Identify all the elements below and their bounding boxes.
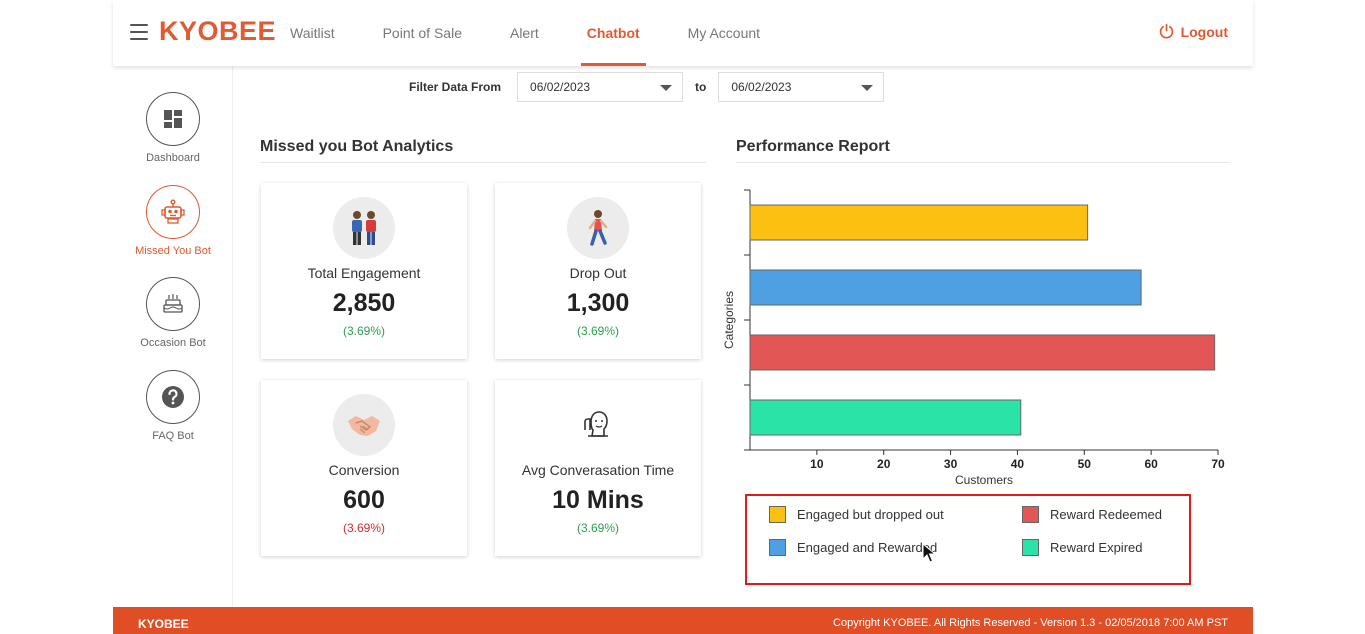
legend-label: Engaged but dropped out bbox=[797, 507, 944, 522]
nav-waitlist[interactable]: Waitlist bbox=[290, 25, 335, 41]
footer-copyright: Copyright KYOBEE. All Rights Reserved - … bbox=[833, 617, 1228, 629]
nav-chatbot[interactable]: Chatbot bbox=[580, 0, 646, 66]
hamburger-menu-icon[interactable] bbox=[130, 24, 148, 40]
dashboard-icon bbox=[146, 92, 200, 146]
card-percentage: (3.69%) bbox=[576, 324, 620, 338]
card-value: 10 Mins bbox=[552, 486, 644, 514]
sidebar-item-label: Missed You Bot bbox=[135, 245, 211, 257]
x-tick-label: 10 bbox=[810, 457, 824, 471]
bar-reward-redeemed bbox=[749, 334, 1216, 371]
sidebar-item-faq-bot[interactable]: FAQ Bot bbox=[113, 370, 233, 442]
card-avg-conversation-time: Avg Converasation Time 10 Mins (3.69%) bbox=[495, 380, 701, 556]
question-icon bbox=[146, 370, 200, 424]
x-tick-label: 20 bbox=[877, 457, 891, 471]
legend-label: Reward Expired bbox=[1050, 540, 1143, 555]
legend-item: Engaged and Rewarded bbox=[769, 539, 937, 556]
from-date-value: 06/02/2023 bbox=[530, 80, 591, 94]
sidebar-item-label: FAQ Bot bbox=[152, 430, 194, 442]
card-percentage: (3.69%) bbox=[342, 324, 386, 338]
bar-engaged-and-rewarded bbox=[749, 269, 1142, 306]
main-nav: Waitlist Point of Sale Alert Chatbot My … bbox=[290, 0, 808, 66]
top-header: KYOBEE Waitlist Point of Sale Alert Chat… bbox=[113, 0, 1253, 66]
chart-legend: Engaged but dropped out Reward Redeemed … bbox=[745, 494, 1191, 585]
x-tick-label: 70 bbox=[1211, 457, 1225, 471]
caret-down-icon bbox=[861, 85, 874, 91]
sidebar-item-label: Occasion Bot bbox=[140, 337, 206, 349]
robot-icon bbox=[146, 185, 200, 239]
nav-my-account[interactable]: My Account bbox=[687, 25, 761, 41]
footer: KYOBEE Copyright KYOBEE. All Rights Rese… bbox=[113, 607, 1253, 634]
card-drop-out: Drop Out 1,300 (3.69%) bbox=[495, 183, 701, 359]
x-axis-label: Customers bbox=[955, 473, 1013, 487]
kyobee-logo[interactable]: KYOBEE bbox=[159, 16, 277, 46]
legend-swatch bbox=[769, 506, 786, 523]
from-date-select[interactable]: 06/02/2023 bbox=[517, 72, 684, 102]
bar-reward-expired bbox=[749, 399, 1022, 436]
sidebar-item-missed-you-bot[interactable]: Missed You Bot bbox=[113, 185, 233, 257]
sidebar-item-dashboard[interactable]: Dashboard bbox=[113, 92, 233, 164]
cake-icon bbox=[146, 277, 200, 331]
legend-swatch bbox=[1022, 539, 1039, 556]
to-date-select[interactable]: 06/02/2023 bbox=[718, 72, 885, 102]
legend-swatch bbox=[769, 539, 786, 556]
app-frame: KYOBEE Waitlist Point of Sale Alert Chat… bbox=[113, 0, 1253, 634]
legend-label: Engaged and Rewarded bbox=[797, 540, 938, 555]
card-title: Drop Out bbox=[569, 265, 627, 281]
people-icon bbox=[333, 197, 395, 259]
to-date-value: 06/02/2023 bbox=[731, 80, 792, 94]
card-title: Avg Converasation Time bbox=[521, 462, 675, 478]
bar-engaged-but-dropped-out bbox=[749, 204, 1089, 241]
legend-item: Reward Redeemed bbox=[1022, 506, 1162, 523]
y-axis-label: Categories bbox=[722, 291, 736, 349]
card-title: Conversion bbox=[328, 462, 400, 478]
walking-person-icon bbox=[567, 197, 629, 259]
sidebar: Dashboard Missed You Bot bbox=[113, 66, 233, 607]
logout-label: Logout bbox=[1180, 23, 1228, 40]
x-tick-label: 30 bbox=[944, 457, 958, 471]
legend-label: Reward Redeemed bbox=[1050, 507, 1163, 522]
date-filter: Filter Data From 06/02/2023 to 06/02/202… bbox=[409, 72, 885, 102]
sidebar-item-occasion-bot[interactable]: Occasion Bot bbox=[113, 277, 233, 349]
mouse-cursor-icon bbox=[922, 543, 936, 563]
to-label: to bbox=[695, 80, 707, 94]
caret-down-icon bbox=[660, 85, 673, 91]
nav-alert[interactable]: Alert bbox=[509, 25, 539, 41]
nav-point-of-sale[interactable]: Point of Sale bbox=[382, 25, 462, 41]
card-title: Total Engagement bbox=[307, 265, 421, 281]
x-tick-label: 50 bbox=[1078, 457, 1092, 471]
handshake-icon bbox=[333, 394, 395, 456]
card-value: 600 bbox=[343, 486, 385, 514]
filter-label: Filter Data From bbox=[409, 80, 502, 94]
legend-swatch bbox=[1022, 506, 1039, 523]
sidebar-item-label: Dashboard bbox=[146, 152, 200, 164]
performance-title: Performance Report bbox=[736, 138, 1229, 163]
card-total-engagement: Total Engagement 2,850 (3.69%) bbox=[261, 183, 467, 359]
card-value: 2,850 bbox=[332, 289, 396, 317]
footer-brand: KYOBEE bbox=[138, 617, 189, 631]
legend-item: Reward Expired bbox=[1022, 539, 1143, 556]
thinking-person-icon bbox=[567, 394, 629, 456]
legend-item: Engaged but dropped out bbox=[769, 506, 944, 523]
x-tick-label: 60 bbox=[1144, 457, 1158, 471]
power-icon bbox=[1159, 23, 1173, 39]
card-value: 1,300 bbox=[566, 289, 630, 317]
logout-button[interactable]: Logout bbox=[1158, 23, 1228, 40]
card-percentage: (3.69%) bbox=[576, 521, 620, 535]
analytics-title: Missed you Bot Analytics bbox=[260, 138, 706, 163]
card-conversion: Conversion 600 (3.69%) bbox=[261, 380, 467, 556]
performance-bar-chart: 10 20 30 40 50 60 70 Customers Categories bbox=[722, 189, 1225, 487]
x-tick-label: 40 bbox=[1011, 457, 1025, 471]
card-percentage: (3.69%) bbox=[342, 521, 386, 535]
